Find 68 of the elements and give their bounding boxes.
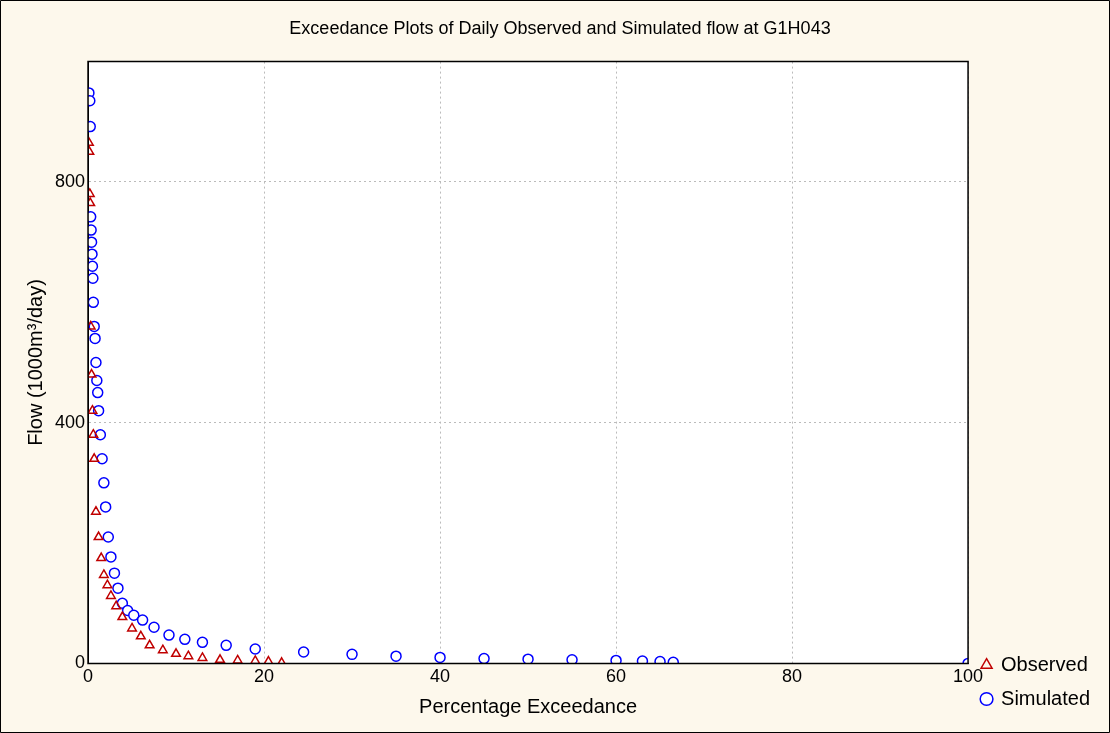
point xyxy=(179,633,191,646)
point xyxy=(88,272,99,284)
point xyxy=(297,646,310,658)
point xyxy=(90,506,102,515)
point xyxy=(105,590,116,600)
x-tick-label: 100 xyxy=(953,666,984,687)
chart-title: Exceedance Plots of Daily Observed and Simulated flow at G1H043 xyxy=(289,17,831,38)
x-tick-label: 20 xyxy=(254,666,275,687)
point xyxy=(263,655,274,664)
point xyxy=(220,639,232,652)
point xyxy=(135,630,146,640)
legend-label: Simulated xyxy=(1001,686,1090,709)
point xyxy=(148,621,160,634)
point xyxy=(232,654,243,664)
point xyxy=(102,531,115,543)
point xyxy=(157,644,168,654)
point xyxy=(144,639,155,649)
point xyxy=(88,248,98,260)
point xyxy=(91,374,103,387)
point xyxy=(136,614,149,626)
point xyxy=(98,569,109,579)
y-axis-title: Flow (1000m³/day) xyxy=(23,279,46,446)
y-tick-label: 400 xyxy=(54,411,86,432)
x-axis-title: Percentage Exceedance xyxy=(419,694,638,717)
legend-label: Observed xyxy=(1001,652,1088,675)
point xyxy=(249,643,261,655)
point xyxy=(197,652,208,662)
point xyxy=(183,650,194,660)
point xyxy=(434,651,446,664)
point xyxy=(88,404,98,414)
point xyxy=(88,236,98,248)
point xyxy=(96,552,107,562)
x-tick-label: 40 xyxy=(430,666,451,687)
point xyxy=(88,428,99,438)
point xyxy=(89,332,101,345)
point xyxy=(126,622,138,632)
point xyxy=(88,260,99,272)
point xyxy=(250,655,261,664)
x-tick-label: 60 xyxy=(606,666,627,687)
point xyxy=(214,654,226,664)
x-tick-label: 80 xyxy=(782,666,803,687)
point xyxy=(654,655,666,664)
point xyxy=(112,582,124,594)
point xyxy=(99,501,112,513)
point xyxy=(163,629,175,641)
point xyxy=(88,296,100,309)
point xyxy=(96,453,108,465)
point xyxy=(117,611,128,621)
point xyxy=(610,654,622,664)
point xyxy=(91,386,104,399)
point xyxy=(90,356,102,369)
point xyxy=(522,653,534,664)
point xyxy=(128,609,140,622)
point xyxy=(346,648,358,661)
point xyxy=(93,531,104,541)
point xyxy=(390,650,402,662)
point xyxy=(88,368,97,378)
point xyxy=(170,648,182,658)
point xyxy=(566,654,578,664)
point xyxy=(105,551,117,563)
point xyxy=(478,652,490,664)
point xyxy=(196,636,209,649)
point xyxy=(111,600,122,610)
point xyxy=(108,567,121,579)
y-tick-label: 800 xyxy=(54,170,86,191)
point xyxy=(98,477,110,489)
point xyxy=(89,453,100,463)
point xyxy=(102,579,113,589)
